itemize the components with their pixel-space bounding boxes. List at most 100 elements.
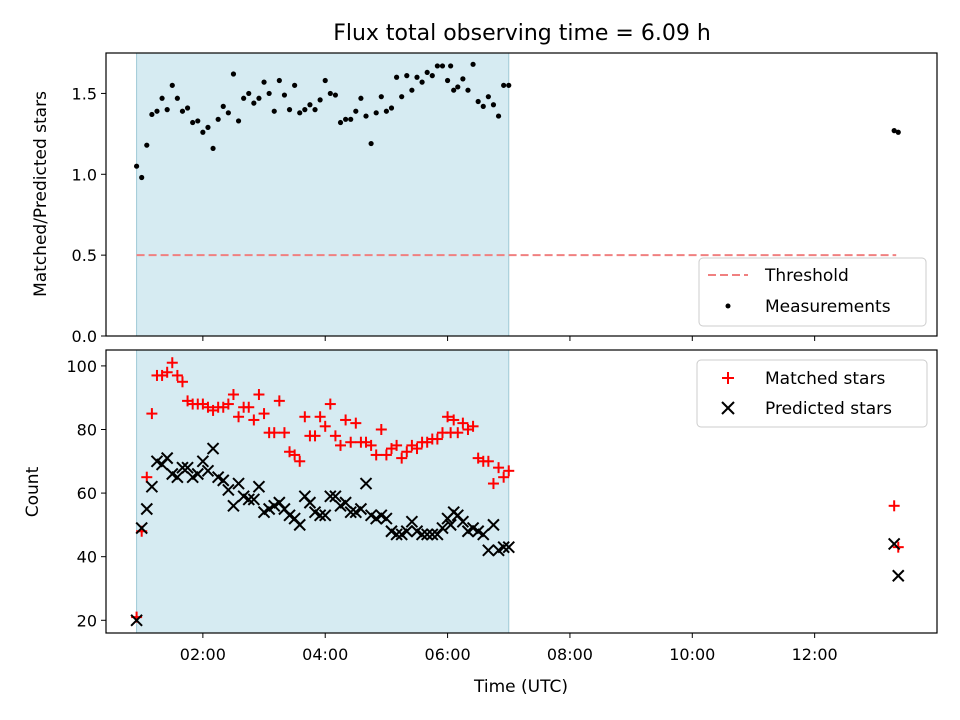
matched-stars-point — [452, 427, 464, 439]
matched-stars-point — [411, 443, 423, 455]
measurement-point — [271, 108, 277, 114]
measurement-point — [174, 95, 180, 101]
matched-stars-point — [309, 430, 321, 442]
matched-stars-point — [166, 357, 178, 369]
measurement-point — [235, 118, 242, 124]
legend-measurements-swatch — [725, 303, 731, 309]
measurement-point — [404, 73, 410, 79]
bottom-axes: 20 40 60 80 100 02:00 04:00 06:00 08:00 10:00 12:… — [23, 349, 938, 697]
measurement-point — [297, 110, 303, 116]
predicted-stars-point — [181, 461, 194, 474]
measurement-point — [444, 77, 451, 84]
measurement-point — [475, 98, 481, 105]
predicted-stars-point — [444, 518, 457, 532]
matched-stars-point — [391, 439, 403, 451]
legend-threshold-label: Threshold — [764, 266, 849, 286]
measurement-point — [348, 116, 354, 122]
bottom-series-marks — [130, 357, 905, 627]
measurement-point — [393, 74, 400, 80]
y-tick-label: 100 — [66, 357, 97, 376]
x-tick-label: 02:00 — [180, 645, 226, 664]
measurement-point — [399, 94, 405, 100]
predicted-stars-point — [354, 502, 368, 516]
measurement-point — [337, 119, 344, 126]
top-y-axis: 0.0 0.5 1.0 1.5 — [72, 84, 106, 346]
predicted-stars-point — [222, 483, 235, 497]
legend-matched-swatch — [722, 372, 734, 384]
bottom-y-axis: 20 40 60 80 100 — [66, 357, 106, 630]
predicted-stars-point — [140, 502, 153, 516]
measurement-point — [388, 105, 395, 111]
measurement-point — [490, 102, 497, 108]
matched-stars-point — [278, 427, 290, 439]
measurement-point — [179, 108, 186, 114]
matched-stars-point — [233, 411, 245, 423]
predicted-stars-point — [487, 518, 500, 532]
predicted-stars-point — [426, 528, 439, 541]
bottom-axes-frame — [105, 349, 938, 634]
matched-stars-point — [324, 398, 336, 410]
measurement-point — [139, 174, 145, 181]
predicted-stars-point — [313, 509, 327, 522]
measurement-point — [154, 108, 160, 114]
matched-stars-point — [222, 398, 234, 410]
y-tick-label: 40 — [77, 548, 97, 567]
matched-stars-point — [273, 395, 285, 407]
matched-stars-point — [467, 420, 479, 432]
measurement-point — [276, 77, 282, 84]
measurement-point — [266, 90, 272, 97]
matched-stars-point — [248, 414, 260, 426]
y-tick-label: 1.5 — [72, 84, 97, 103]
legend-predicted-swatch — [721, 401, 735, 415]
legend-predicted-label: Predicted stars — [765, 399, 892, 419]
matched-stars-point — [493, 462, 505, 474]
measurement-point — [358, 95, 364, 101]
matched-stars-point — [176, 376, 188, 388]
bottom-legend: Matched stars Predicted stars — [696, 359, 928, 428]
measurement-point — [184, 105, 191, 111]
measurement-point — [200, 129, 206, 135]
measurement-point — [480, 103, 486, 109]
matched-stars-point — [294, 455, 306, 467]
measurement-point — [149, 111, 155, 118]
measurement-point — [419, 79, 425, 85]
predicted-stars-point — [497, 540, 510, 554]
measurement-point — [501, 82, 507, 88]
measurement-point — [307, 102, 313, 108]
predicted-stars-point — [329, 490, 342, 503]
predicted-stars-point — [482, 544, 495, 557]
y-tick-label: 0.5 — [72, 246, 97, 265]
matched-stars-point — [299, 411, 311, 423]
matched-stars-point — [365, 439, 377, 451]
matched-stars-point — [380, 449, 392, 461]
x-tick-label: 04:00 — [302, 645, 348, 664]
measurement-point — [261, 79, 267, 85]
x-axis-label: Time (UTC) — [473, 677, 568, 697]
predicted-stars-point — [130, 614, 143, 627]
predicted-stars-point — [247, 493, 261, 506]
measurement-point — [506, 82, 512, 88]
matched-stars-point — [401, 446, 413, 458]
bottom-y-axis-label: Count — [23, 466, 43, 517]
predicted-stars-point — [171, 470, 184, 484]
bottom-x-axis: 02:00 04:00 06:00 08:00 10:00 12:00 — [180, 633, 838, 664]
measurement-point — [251, 100, 257, 106]
measurement-point — [230, 71, 237, 77]
measurement-point — [281, 92, 288, 98]
matched-stars-point — [503, 465, 515, 477]
predicted-stars-point — [380, 512, 393, 525]
matched-stars-point — [329, 430, 341, 442]
predicted-stars-point — [217, 474, 230, 487]
measurement-point — [460, 76, 466, 82]
measurement-point — [286, 107, 293, 113]
matched-stars-point — [319, 420, 331, 432]
measurement-point — [332, 92, 339, 98]
measurement-point — [246, 90, 252, 97]
predicted-stars-point — [339, 496, 352, 509]
measurement-point — [190, 119, 196, 126]
measurement-point — [895, 129, 901, 135]
matched-stars-point — [370, 449, 382, 461]
matched-stars-point — [146, 408, 158, 420]
matched-stars-point — [289, 449, 301, 461]
